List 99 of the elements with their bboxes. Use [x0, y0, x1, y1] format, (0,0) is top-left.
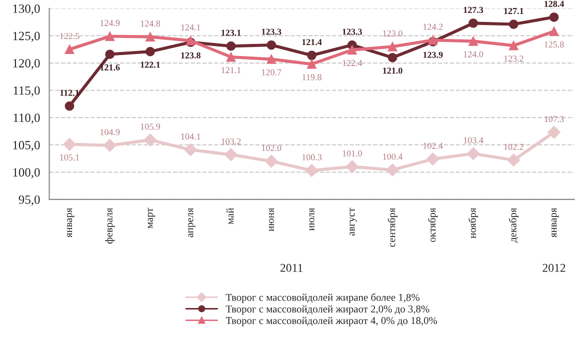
data-label: 104.9	[100, 129, 120, 136]
point	[144, 134, 157, 146]
point	[146, 46, 155, 56]
data-label: 122.1	[140, 62, 160, 68]
y-tick-label: 125,0	[13, 32, 40, 42]
data-label: 121.1	[222, 67, 241, 74]
point	[64, 44, 74, 54]
x-tick-label: август	[350, 208, 357, 236]
y-tick-label: 130,0	[13, 4, 40, 15]
data-label: 124.8	[140, 20, 160, 27]
data-label: 123.8	[181, 52, 200, 58]
data-label: 120.7	[262, 69, 282, 76]
legend-label: Творог с массовойдолей жирane более 1,8%	[226, 293, 420, 304]
x-tick-label: июля	[309, 208, 314, 231]
point	[466, 147, 480, 160]
point	[103, 138, 116, 152]
point	[105, 32, 115, 41]
point	[266, 54, 276, 64]
x-tick-label: сентября	[388, 208, 398, 247]
data-label: 103.2	[222, 138, 241, 144]
data-label: 121.6	[100, 64, 120, 70]
legend-label: Творог с массовойдолей жираот 2,0% до 3,8%	[226, 305, 430, 315]
point	[468, 18, 478, 28]
x-tick-label: март	[148, 208, 155, 228]
legend-label: Творог с массовойдолей жираот 4, 0% до 18,0%	[226, 316, 438, 326]
point	[386, 164, 399, 176]
point	[266, 40, 276, 50]
x-tick-label: ноября	[468, 208, 478, 238]
data-label: 124.0	[464, 51, 484, 58]
data-label: 100.3	[302, 154, 322, 160]
data-label: 107.3	[544, 116, 564, 122]
data-label: 102.2	[504, 144, 524, 150]
point	[264, 154, 278, 168]
data-label: 125.8	[544, 41, 564, 48]
point	[307, 59, 316, 69]
data-label: 124.9	[100, 20, 120, 26]
x-tick-label: апреля	[188, 208, 196, 238]
point	[226, 52, 236, 62]
point	[388, 52, 398, 62]
y-tick-label: 105,0	[13, 140, 40, 152]
point	[64, 101, 74, 111]
point	[548, 126, 560, 139]
data-label: 127.1	[504, 8, 524, 14]
data-label: 123.9	[423, 52, 443, 58]
x-tick-label: февраля	[105, 208, 115, 244]
x-tick-label: июня	[268, 208, 274, 232]
data-label: 127.3	[464, 6, 484, 13]
point	[388, 42, 398, 52]
y-tick-label: 95,0	[18, 195, 40, 206]
data-label: 102.0	[262, 144, 282, 152]
data-label: 123.3	[262, 28, 282, 35]
point	[184, 143, 198, 156]
y-tick-label: 110,0	[14, 114, 40, 124]
point	[346, 160, 359, 174]
data-label: 112.1	[60, 90, 79, 96]
data-label: 102.4	[424, 142, 443, 149]
data-label: 103.4	[464, 137, 484, 144]
data-label: 122.4	[342, 60, 362, 66]
data-label: 101.0	[342, 150, 362, 156]
point	[549, 26, 559, 36]
point	[426, 152, 440, 166]
x-tick-label: май	[226, 208, 234, 224]
data-label: 123.1	[222, 30, 241, 36]
x-tick-label: декабря	[508, 208, 518, 243]
data-label: 121.0	[383, 68, 402, 74]
data-label: 124.1	[181, 24, 200, 30]
point	[347, 45, 357, 55]
data-label: 128.4	[544, 0, 564, 7]
point	[307, 50, 316, 60]
point	[508, 40, 518, 50]
x-tick-label: октября	[428, 208, 438, 242]
point	[226, 41, 236, 51]
data-label: 123.3	[342, 28, 362, 35]
data-label: 105.1	[60, 154, 80, 160]
data-label: 105.9	[140, 124, 160, 130]
point	[146, 32, 155, 42]
y-tick-label: 120,0	[13, 59, 40, 70]
data-label: 124.2	[424, 24, 443, 30]
text: 2012	[542, 264, 566, 272]
data-label: 104.1	[181, 133, 200, 140]
point	[507, 154, 520, 167]
point	[508, 20, 518, 29]
text: 2011	[280, 264, 302, 272]
x-tick-label: января	[552, 208, 559, 238]
point	[468, 36, 478, 46]
point	[105, 50, 115, 59]
x-tick-label: января	[67, 208, 74, 238]
data-label: 123.2	[504, 56, 524, 62]
data-label: 100.4	[383, 154, 403, 160]
data-label: 122.5	[60, 33, 80, 40]
point	[305, 164, 318, 177]
point	[549, 12, 559, 22]
point	[224, 148, 238, 162]
data-label: 119.8	[302, 74, 322, 80]
y-tick-label: 115,0	[14, 86, 40, 97]
y-tick-label: 100,0	[13, 168, 40, 178]
data-label: 123.0	[383, 30, 402, 36]
point	[63, 138, 76, 151]
data-label: 121.4	[302, 39, 322, 46]
